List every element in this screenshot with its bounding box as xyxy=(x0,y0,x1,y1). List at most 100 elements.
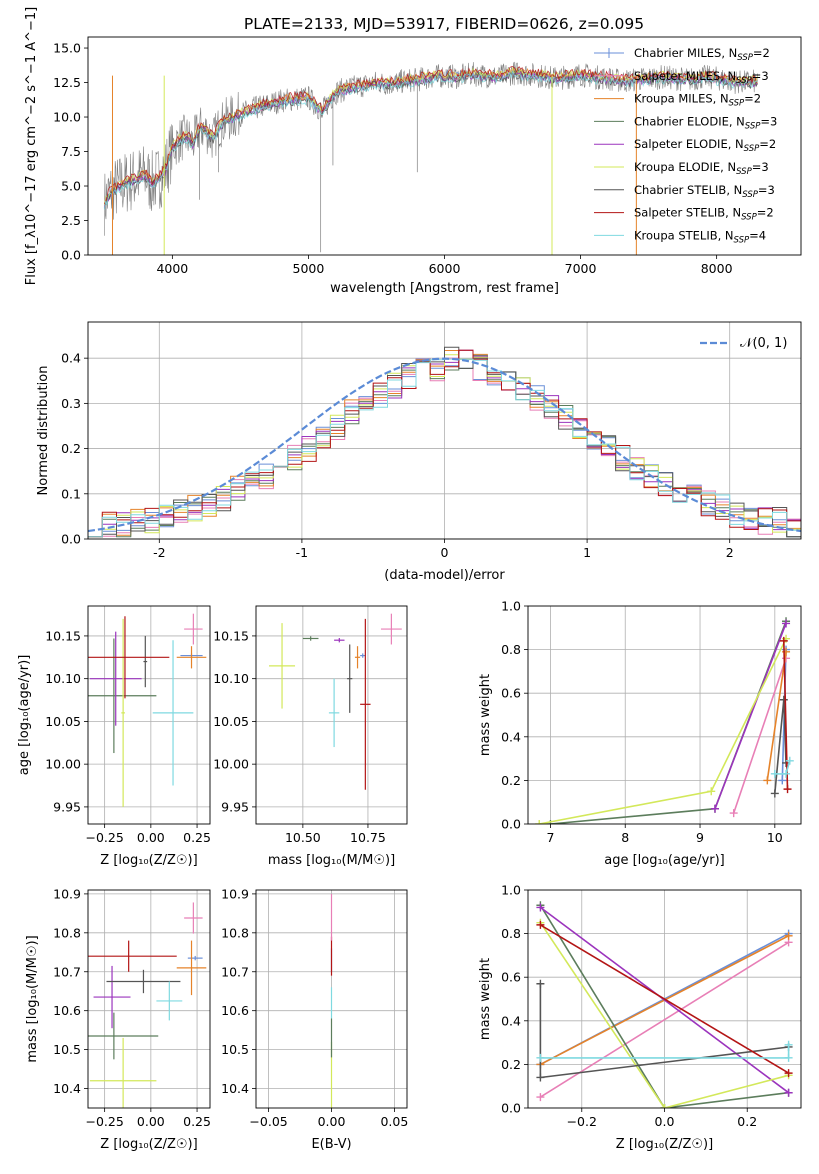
x-tick-label: 2 xyxy=(726,545,734,560)
y-tick-label: 0.0 xyxy=(501,817,521,832)
x-axis-label: age [log₁₀(age/yr)] xyxy=(604,853,725,868)
y-tick-label: 10.7 xyxy=(221,964,249,979)
gaussian-curve xyxy=(88,357,801,533)
x-tick-label: −0.05 xyxy=(249,1114,287,1129)
y-tick-label: 10.8 xyxy=(53,925,81,940)
x-tick-label: 8000 xyxy=(701,261,733,276)
weight-marker xyxy=(784,1069,793,1078)
y-axis-label: Flux [f_λ10^−17 erg cm^−2 s^−1 A^−1] xyxy=(24,7,39,285)
weight-marker xyxy=(779,695,788,704)
weight-marker xyxy=(779,636,788,645)
y-tick-label: 7.5 xyxy=(61,144,81,159)
x-tick-label: -1 xyxy=(296,545,308,560)
legend-label: Salpeter MILES, NSSP=3 xyxy=(634,69,769,86)
x-tick-label: 0.2 xyxy=(737,1114,757,1129)
legend-label: Salpeter ELODIE, NSSP=2 xyxy=(634,137,776,154)
x-tick-label: 0.25 xyxy=(183,1114,211,1129)
weight-marker xyxy=(729,809,738,818)
model-spectrum xyxy=(103,66,758,205)
weight-line xyxy=(714,623,787,809)
y-tick-label: 10.6 xyxy=(53,1003,81,1018)
weight-line xyxy=(539,904,789,1108)
y-tick-label: 0.0 xyxy=(501,1101,521,1116)
age-vs-metallicity-panel: −0.25 0.00 0.25 9.95 10.00 10.05 10.10 10.15 Z [… xyxy=(17,605,211,868)
x-axis-label: wavelength [Angstrom, rest frame] xyxy=(330,281,559,296)
x-tick-label: 1 xyxy=(583,545,591,560)
y-tick-label: 10.00 xyxy=(213,757,249,772)
y-tick-label: 10.15 xyxy=(213,628,249,643)
y-tick-label: 10.9 xyxy=(53,886,81,901)
y-tick-label: 0.2 xyxy=(61,441,81,456)
model-spectrum xyxy=(103,70,758,210)
legend-label: Chabrier ELODIE, NSSP=3 xyxy=(634,114,777,131)
weight-marker xyxy=(536,1073,545,1082)
weight_vs_age-plot-area xyxy=(528,606,801,824)
x-axis-label: Z [log₁₀(Z/Z☉)] xyxy=(100,1137,197,1152)
legend-label: 𝒩(0, 1) xyxy=(740,336,787,351)
x-tick-label: 0.00 xyxy=(318,1114,346,1129)
weight-marker xyxy=(778,776,787,785)
weight_vs_Z-plot-area xyxy=(528,890,801,1108)
x-tick-label: −0.2 xyxy=(567,1114,597,1129)
y-tick-label: 10.15 xyxy=(45,628,81,643)
y-tick-label: 10.5 xyxy=(221,1042,249,1057)
y-tick-label: 0.8 xyxy=(501,642,521,657)
y-axis-label: Normed distribution xyxy=(36,366,51,496)
y-tick-label: 1.0 xyxy=(501,883,521,898)
x-axis-label: (data-model)/error xyxy=(384,568,505,583)
y-tick-label: 15.0 xyxy=(53,41,81,56)
x-tick-label: 5000 xyxy=(293,261,325,276)
y-tick-label: 5.0 xyxy=(61,179,81,194)
y-tick-label: 0.6 xyxy=(501,686,521,701)
y-tick-label: 0.3 xyxy=(61,396,81,411)
axes-frame xyxy=(527,605,802,825)
x-axis-label: Z [log₁₀(Z/Z☉)] xyxy=(100,853,197,868)
weight-marker xyxy=(536,903,545,912)
weight-marker xyxy=(536,1053,545,1062)
weight-marker xyxy=(660,1104,669,1108)
x-tick-label: −0.25 xyxy=(85,830,123,845)
x-axis-label: E(B-V) xyxy=(311,1137,351,1152)
weight-vs-metallicity-panel: −0.2 0.0 0.2 0.0 0.2 0.4 0.6 0.8 1.0 Z [log₁₀(Z/Z… xyxy=(478,883,802,1152)
weight-marker xyxy=(783,785,792,794)
axes-frame xyxy=(87,605,211,825)
axes-frame xyxy=(87,36,802,256)
y-tick-label: 0.2 xyxy=(501,1057,521,1072)
mass_vs_Z-plot-area xyxy=(88,890,210,1108)
weight-marker xyxy=(784,1053,793,1062)
weight-marker xyxy=(536,979,545,988)
legend-label: Chabrier STELIB, NSSP=3 xyxy=(634,183,775,200)
y-tick-label: 0.4 xyxy=(501,1013,521,1028)
y-tick-label: 10.0 xyxy=(53,110,81,125)
y-tick-label: 10.8 xyxy=(221,925,249,940)
age_vs_mass-plot-area xyxy=(256,606,407,824)
y-tick-label: 9.95 xyxy=(53,799,81,814)
x-tick-label: 10.75 xyxy=(350,830,386,845)
y-tick-label: 10.6 xyxy=(221,1003,249,1018)
x-tick-label: -2 xyxy=(153,545,165,560)
weight-marker xyxy=(770,789,779,798)
axes-frame xyxy=(255,889,408,1109)
axes-frame xyxy=(87,889,211,1109)
y-tick-label: 0.4 xyxy=(501,729,521,744)
x-tick-label: 10 xyxy=(767,830,783,845)
y-tick-label: 10.5 xyxy=(53,1042,81,1057)
weight-line xyxy=(783,640,789,790)
axes-frame xyxy=(527,889,802,1109)
weight-marker xyxy=(782,769,791,778)
weight-marker xyxy=(784,1088,793,1097)
y-tick-label: 2.5 xyxy=(61,213,81,228)
x-tick-label: −0.25 xyxy=(85,1114,123,1129)
weight-line xyxy=(539,941,790,1098)
x-tick-label: 0.05 xyxy=(380,1114,408,1129)
mass_vs_EBV-plot-area xyxy=(256,890,407,1108)
y-tick-label: 0.0 xyxy=(61,532,81,547)
weight-vs-age-panel: 7 8 9 10 0.0 0.2 0.4 0.6 0.8 1.0 age [log₁₀(age/yr… xyxy=(478,599,802,868)
x-axis-label: Z [log₁₀(Z/Z☉)] xyxy=(616,1137,713,1152)
x-tick-label: 0.0 xyxy=(655,1114,675,1129)
weight-marker xyxy=(784,931,793,940)
y-tick-label: 10.9 xyxy=(221,886,249,901)
y-tick-label: 0.8 xyxy=(501,926,521,941)
weight-line xyxy=(732,658,787,814)
y-tick-label: 0.2 xyxy=(501,773,521,788)
